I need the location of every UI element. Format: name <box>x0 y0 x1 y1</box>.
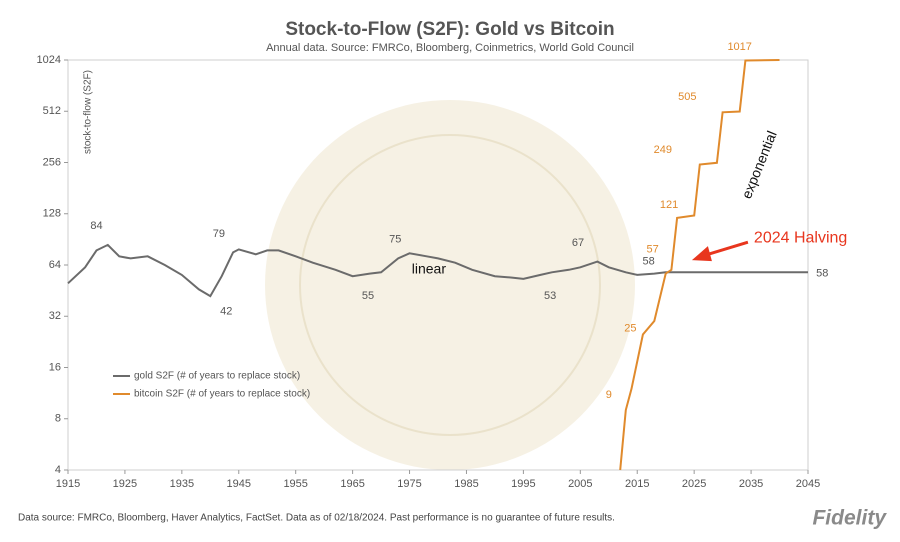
x-tick-label: 1975 <box>397 478 421 490</box>
y-tick-label: 256 <box>43 156 61 168</box>
y-tick-label: 512 <box>43 105 61 117</box>
annotation: 121 <box>660 199 678 211</box>
x-tick-label: 2025 <box>682 478 706 490</box>
annotation: 67 <box>572 237 584 249</box>
annotation: 58 <box>642 256 654 268</box>
annotation: 58 <box>816 267 828 279</box>
x-tick-label: 2005 <box>568 478 592 490</box>
y-axis-label: stock-to-flow (S2F) <box>83 70 94 154</box>
x-tick-label: 2015 <box>625 478 649 490</box>
x-tick-label: 1915 <box>56 478 80 490</box>
annotation: exponential <box>738 128 780 200</box>
annotation: 9 <box>606 389 612 401</box>
chart-subtitle: Annual data. Source: FMRCo, Bloomberg, C… <box>266 42 634 54</box>
y-tick-label: 1024 <box>37 54 61 66</box>
x-tick-label: 1945 <box>227 478 251 490</box>
annotation: linear <box>412 260 447 276</box>
annotation: 84 <box>90 220 102 232</box>
x-tick-label: 2035 <box>739 478 763 490</box>
annotation: 75 <box>389 234 401 246</box>
annotation: 79 <box>213 228 225 240</box>
annotation: 1017 <box>727 41 751 53</box>
annotation: 42 <box>220 306 232 318</box>
footer-note: Data source: FMRCo, Bloomberg, Haver Ana… <box>18 513 615 524</box>
y-tick-label: 32 <box>49 310 61 322</box>
annotation: 249 <box>654 144 672 156</box>
legend-label: gold S2F (# of years to replace stock) <box>134 371 300 382</box>
x-tick-label: 1995 <box>511 478 535 490</box>
y-tick-label: 64 <box>49 259 61 271</box>
x-tick-label: 1965 <box>340 478 364 490</box>
logo: Fidelity <box>812 507 887 530</box>
annotation: 25 <box>624 323 636 335</box>
chart-title: Stock-to-Flow (S2F): Gold vs Bitcoin <box>285 19 614 40</box>
y-tick-label: 8 <box>55 413 61 425</box>
series-line <box>619 59 780 471</box>
y-tick-label: 128 <box>43 208 61 220</box>
legend-label: bitcoin S2F (# of years to replace stock… <box>134 389 310 400</box>
watermark <box>265 100 635 470</box>
x-tick-label: 1935 <box>170 478 194 490</box>
y-tick-label: 4 <box>55 464 61 476</box>
annotation: 53 <box>544 290 556 302</box>
annotation: 57 <box>646 243 658 255</box>
annotation: 505 <box>678 91 696 103</box>
x-tick-label: 1925 <box>113 478 137 490</box>
x-tick-label: 1985 <box>454 478 478 490</box>
annotation-arrowhead <box>691 246 712 262</box>
watermark-ring <box>299 134 601 436</box>
y-tick-label: 16 <box>49 361 61 373</box>
annotation: 2024 Halving <box>754 229 847 246</box>
annotation: 55 <box>362 290 374 302</box>
x-tick-label: 1955 <box>283 478 307 490</box>
x-tick-label: 2045 <box>796 478 820 490</box>
series-line <box>67 243 808 298</box>
